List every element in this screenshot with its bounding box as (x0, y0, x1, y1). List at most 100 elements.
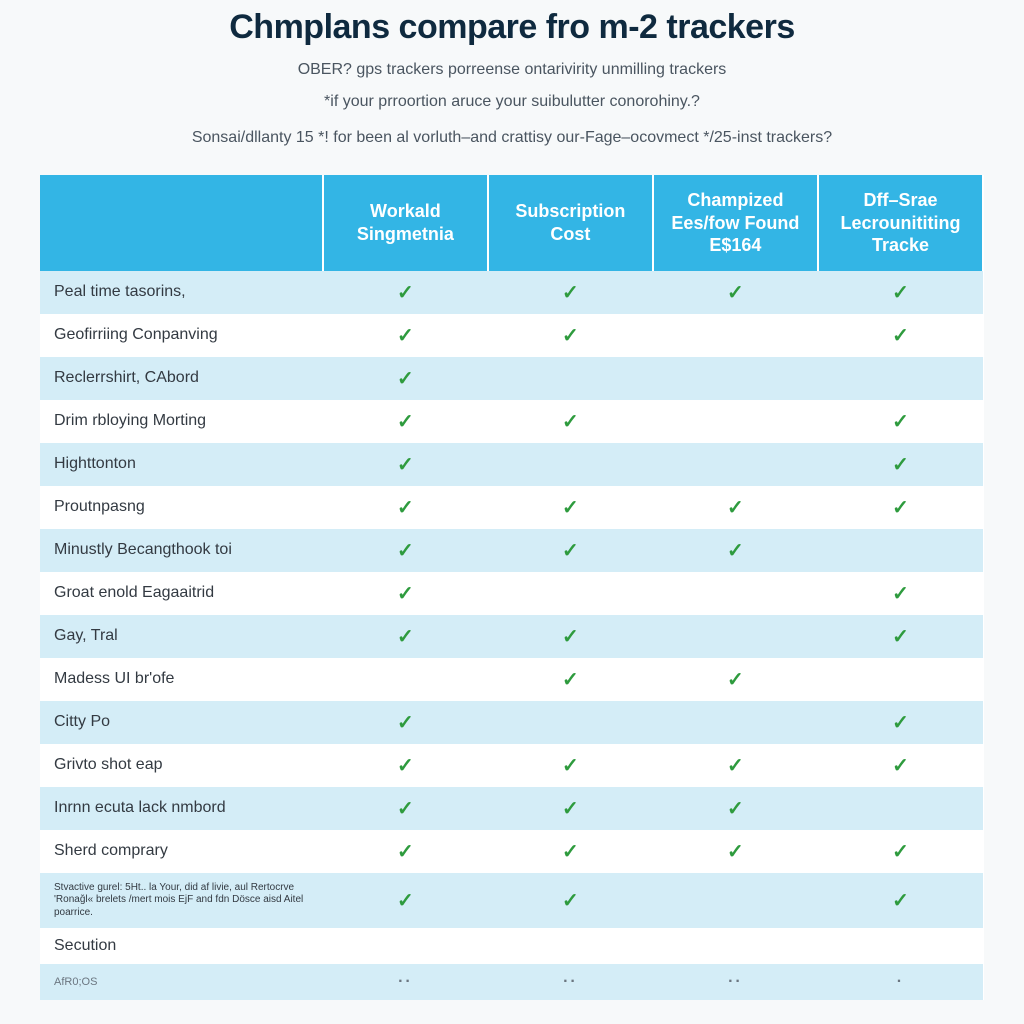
value-cell (653, 357, 818, 400)
value-cell: ·· (653, 964, 818, 1000)
check-icon: ✓ (397, 888, 414, 913)
feature-cell: Grivto shot eap (40, 744, 323, 787)
check-icon: ✓ (892, 839, 909, 864)
check-icon: ✓ (727, 796, 744, 821)
value-cell: ✓ (488, 787, 653, 830)
check-icon: ✓ (397, 323, 414, 348)
check-icon: ✓ (892, 409, 909, 434)
table-row: Groat enold Eagaaitrid ✓ ✓ (40, 572, 983, 615)
value-cell: ✓ (323, 357, 488, 400)
col-header-plan: Dff–Srae Lecrounititing Tracke (818, 175, 983, 271)
feature-cell: Groat enold Eagaaitrid (40, 572, 323, 615)
check-icon: ✓ (397, 796, 414, 821)
value-cell: ✓ (323, 271, 488, 314)
feature-cell: Highttonton (40, 443, 323, 486)
check-icon: ✓ (397, 581, 414, 606)
check-icon: ✓ (397, 753, 414, 778)
check-icon: ✓ (562, 667, 579, 692)
value-cell: ✓ (323, 615, 488, 658)
value-cell: ✓ (323, 787, 488, 830)
value-cell: ✓ (488, 830, 653, 873)
page-title: Chmplans compare fro m-2 trackers (40, 8, 984, 47)
feature-cell: Geofirriing Conpanving (40, 314, 323, 357)
value-cell: ✓ (323, 529, 488, 572)
value-cell: ✓ (488, 314, 653, 357)
table-row: Citty Po✓✓ (40, 701, 983, 744)
table-body: Peal time tasorins,✓✓✓✓Geofirriing Conpa… (40, 271, 983, 1001)
value-cell: ✓ (653, 658, 818, 701)
check-icon: ✓ (562, 538, 579, 563)
check-icon: ✓ (397, 495, 414, 520)
col-header-plan: Workald Singmetnia (323, 175, 488, 271)
check-icon: ✓ (562, 796, 579, 821)
col-header-feature (40, 175, 323, 271)
value-cell (653, 572, 818, 615)
value-cell: ✓ (488, 658, 653, 701)
table-row: Madess UI br'ofe ✓ ✓ (40, 658, 983, 701)
dots-icon: ·· (563, 973, 578, 990)
col-header-plan: Subscription Cost (488, 175, 653, 271)
check-icon: ✓ (892, 581, 909, 606)
feature-cell: Secution (40, 928, 323, 964)
value-cell: ✓ (323, 572, 488, 615)
value-cell (818, 529, 983, 572)
value-cell: ✓ (488, 744, 653, 787)
table-row: Peal time tasorins,✓✓✓✓ (40, 271, 983, 314)
value-cell: ✓ (488, 400, 653, 443)
check-icon: ✓ (397, 409, 414, 434)
check-icon: ✓ (727, 839, 744, 864)
value-cell: ✓ (323, 701, 488, 744)
feature-cell: Inrnn ecuta lack nmbord (40, 787, 323, 830)
table-row: Secution (40, 928, 983, 964)
feature-cell: Minustly Becangthook toi (40, 529, 323, 572)
dots-icon: ·· (398, 973, 413, 990)
value-cell: ✓ (818, 873, 983, 929)
value-cell (653, 615, 818, 658)
value-cell (488, 701, 653, 744)
value-cell (653, 701, 818, 744)
table-row: Drim rbloying Morting✓✓✓ (40, 400, 983, 443)
page-subtitle-3: Sonsai/dllanty 15 *! for been al vorluth… (40, 129, 984, 147)
check-icon: ✓ (397, 538, 414, 563)
check-icon: ✓ (397, 452, 414, 477)
table-row: Highttonton ✓ ✓ (40, 443, 983, 486)
value-cell: ✓ (323, 443, 488, 486)
value-cell: ✓ (818, 615, 983, 658)
table-row: Grivto shot eap✓✓✓✓ (40, 744, 983, 787)
check-icon: ✓ (562, 280, 579, 305)
check-icon: ✓ (397, 366, 414, 391)
check-icon: ✓ (892, 710, 909, 735)
feature-cell: Gay, Tral (40, 615, 323, 658)
check-icon: ✓ (727, 753, 744, 778)
table-row: Sherd comprary✓✓✓✓ (40, 830, 983, 873)
check-icon: ✓ (397, 710, 414, 735)
value-cell: ✓ (323, 400, 488, 443)
feature-cell: Stvactive gurel: 5Ht.. la Your, did af l… (40, 873, 323, 929)
table-row: AfR0;OS······· (40, 964, 983, 1000)
value-cell (653, 443, 818, 486)
value-cell: ✓ (653, 830, 818, 873)
value-cell: ✓ (488, 271, 653, 314)
page-subtitle-1: OBER? gps trackers porreense ontarivirit… (40, 61, 984, 79)
value-cell: ✓ (488, 529, 653, 572)
check-icon: ✓ (562, 495, 579, 520)
value-cell: ✓ (323, 486, 488, 529)
check-icon: ✓ (727, 280, 744, 305)
value-cell: ✓ (818, 830, 983, 873)
check-icon: ✓ (892, 452, 909, 477)
value-cell (818, 658, 983, 701)
value-cell: ✓ (653, 787, 818, 830)
value-cell: ✓ (323, 830, 488, 873)
check-icon: ✓ (892, 495, 909, 520)
check-icon: ✓ (892, 624, 909, 649)
feature-cell: Madess UI br'ofe (40, 658, 323, 701)
value-cell (488, 357, 653, 400)
table-row: Gay, Tral✓✓✓ (40, 615, 983, 658)
check-icon: ✓ (562, 624, 579, 649)
table-row: Reclerrshirt, CAbord✓ (40, 357, 983, 400)
value-cell (323, 928, 488, 964)
value-cell: ✓ (818, 271, 983, 314)
dot-icon: · (897, 973, 904, 990)
check-icon: ✓ (562, 839, 579, 864)
value-cell (818, 787, 983, 830)
